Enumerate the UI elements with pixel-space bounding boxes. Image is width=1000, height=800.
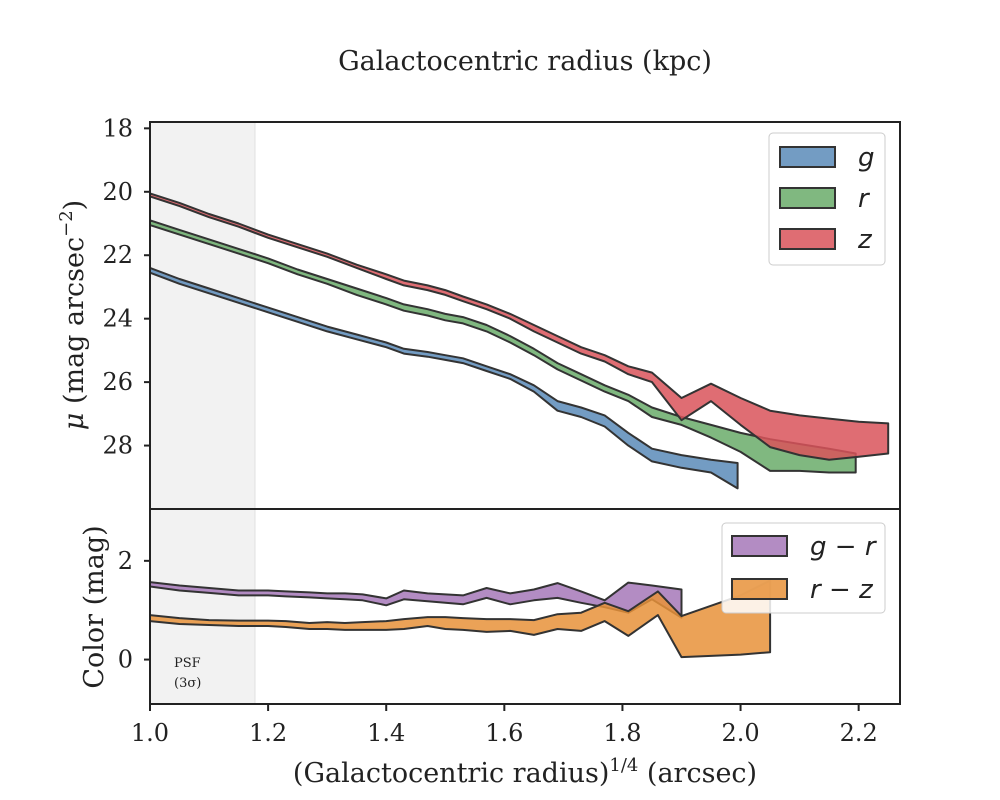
legend-swatch — [779, 146, 836, 168]
y-tick-label-top: 22 — [102, 241, 133, 269]
y-tick-label-top: 18 — [102, 114, 133, 142]
mu-symbol: μ — [59, 413, 90, 431]
psf-region-top — [149, 121, 256, 510]
legend-label: g − r — [810, 532, 878, 562]
band-surface-brightness-2 — [150, 192, 890, 461]
legend-label: r − z — [810, 575, 874, 605]
band-surface-brightness-1 — [150, 219, 857, 474]
band-surface-brightness-0 — [150, 266, 739, 490]
color-series — [150, 579, 772, 659]
axis-ticks: 182022242628021.01.21.41.61.82.02.251020… — [102, 114, 878, 747]
y-tick-label-bottom: 0 — [118, 646, 133, 674]
y-axis-label-bottom: Color (mag) — [79, 525, 110, 688]
band-color-1 — [150, 579, 772, 659]
y-top-sup: −2 — [56, 210, 77, 237]
legend-label: r — [858, 184, 871, 214]
y-tick-label-top: 20 — [102, 178, 133, 206]
psf-region-bottom — [149, 508, 256, 705]
y-tick-label-top: 28 — [102, 432, 133, 460]
y-tick-label-top: 24 — [102, 305, 133, 333]
psf-label: PSF — [174, 656, 201, 671]
legend-top: grz — [768, 132, 886, 266]
x-tick-label: 1.0 — [131, 719, 169, 747]
x-tick-label: 1.4 — [367, 719, 405, 747]
y-tick-label-top: 26 — [102, 368, 133, 396]
legend-swatch — [779, 187, 836, 209]
bottom-panel-frame — [149, 508, 901, 705]
legend-swatch — [731, 578, 788, 600]
legend-label: z — [857, 225, 873, 255]
x-tick-label: 2.0 — [721, 719, 759, 747]
legend-label: g — [858, 143, 875, 173]
y-axis-label-top: μ (mag arcsec−2) — [56, 200, 90, 430]
surface-brightness-series — [150, 192, 890, 490]
legend-bottom: g − r r − z — [721, 522, 886, 614]
x-axis-label: (Galactocentric radius)1/4 (arcsec) — [293, 755, 757, 789]
x-tick-label: 2.2 — [840, 719, 878, 747]
y-tick-label-bottom: 2 — [118, 547, 133, 575]
top-axis-label: Galactocentric radius (kpc) — [338, 46, 712, 77]
legend-swatch — [731, 535, 788, 557]
x-tick-label: 1.8 — [603, 719, 641, 747]
psf-sublabel: (3σ) — [174, 676, 201, 691]
x-tick-label: 1.2 — [249, 719, 287, 747]
x-tick-label: 1.6 — [485, 719, 523, 747]
legend-swatch — [779, 228, 836, 250]
